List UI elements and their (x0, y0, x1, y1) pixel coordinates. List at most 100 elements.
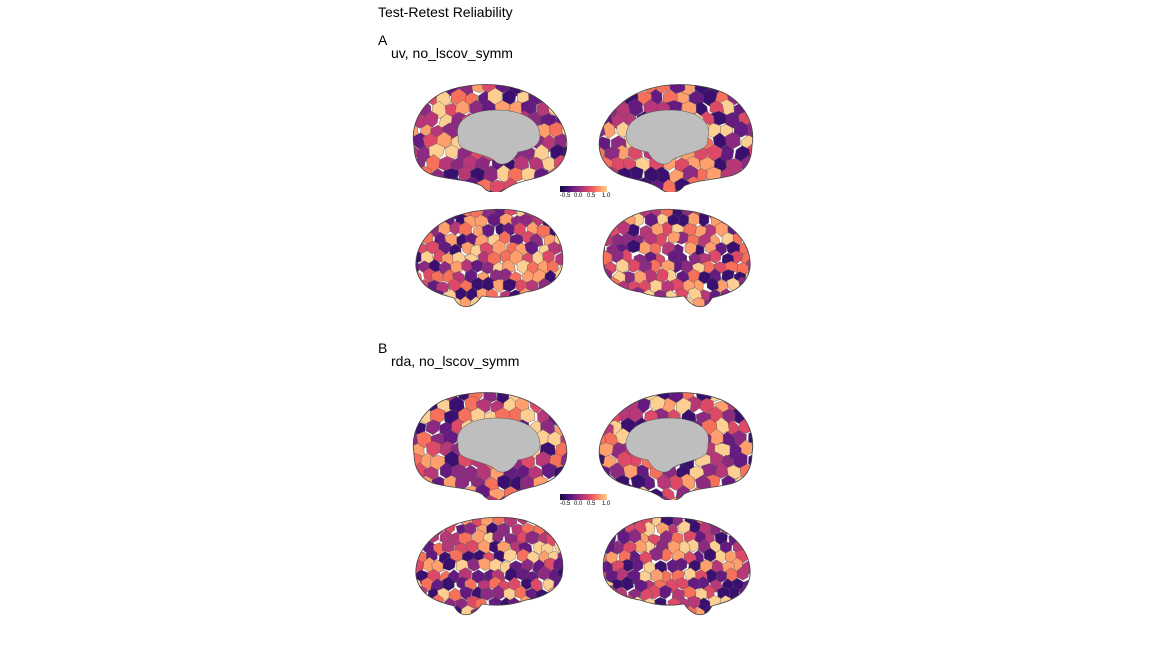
parcel (727, 606, 740, 615)
hemisphere-outline (415, 516, 564, 616)
parcel (599, 474, 604, 491)
parcel (596, 111, 599, 128)
parcel (437, 299, 451, 307)
parcel (557, 388, 570, 392)
parcel (670, 624, 682, 626)
parcel (748, 279, 751, 294)
parcel (437, 209, 451, 220)
parcel (596, 90, 598, 107)
parcel (738, 517, 751, 527)
parcel (621, 613, 636, 615)
colorbar-gradient (560, 494, 607, 500)
parcel (617, 316, 629, 318)
parcel (687, 206, 700, 209)
parcel (410, 269, 413, 283)
parcel (596, 80, 598, 82)
parcel (554, 520, 563, 536)
parcel (557, 209, 563, 220)
parcel (682, 186, 698, 192)
parcel (719, 308, 732, 318)
parcel (705, 188, 721, 192)
parcel (500, 307, 512, 318)
parcel (558, 607, 563, 615)
colorbar-tick: 0.0 (574, 501, 583, 507)
parcel (442, 557, 456, 571)
parcel (701, 306, 714, 307)
parcel (669, 299, 684, 307)
parcel (735, 604, 749, 615)
parcel (415, 588, 417, 604)
parcel (520, 497, 537, 500)
parcel (566, 310, 571, 318)
parcel (548, 623, 560, 627)
parcel (559, 517, 563, 526)
parcel (746, 606, 751, 615)
parcel (596, 418, 597, 433)
parcel (681, 623, 694, 626)
parcel (465, 209, 478, 211)
parcel (499, 206, 511, 207)
parcel (608, 80, 623, 81)
parcel (733, 120, 749, 138)
parcel (546, 392, 563, 405)
parcel (436, 606, 450, 615)
parcel (562, 215, 563, 230)
parcel (621, 176, 636, 192)
parcel (430, 497, 446, 500)
parcel (488, 80, 503, 82)
parcel (413, 475, 420, 494)
parcel (647, 392, 662, 395)
parcel (415, 296, 429, 307)
parcel (676, 80, 690, 82)
parcel (559, 223, 563, 237)
parcel (548, 84, 566, 96)
parcel (443, 168, 460, 185)
parcel (413, 397, 416, 415)
parcel (752, 398, 753, 416)
parcel (543, 206, 556, 209)
figure-title: Test-Retest Reliability (378, 4, 513, 20)
parcel (448, 80, 464, 82)
parcel (603, 524, 604, 538)
parcel (740, 287, 751, 302)
medial-wall (457, 417, 541, 473)
parcel (413, 84, 421, 95)
parcel (596, 399, 598, 415)
parcel (487, 310, 499, 318)
parcel (533, 616, 546, 626)
parcel (625, 608, 640, 615)
parcel (633, 613, 646, 615)
parcel (561, 392, 567, 404)
parcel (415, 209, 418, 220)
parcel (677, 517, 690, 518)
parcel (503, 548, 517, 563)
parcel (459, 295, 472, 307)
parcel (596, 597, 602, 612)
parcel (596, 617, 598, 626)
parcel (726, 209, 740, 218)
parcel (413, 100, 420, 119)
parcel (569, 299, 570, 311)
colorbar-tick: 1.0 (602, 501, 611, 507)
parcel (620, 288, 633, 305)
parcel (568, 605, 570, 619)
parcel (415, 304, 424, 307)
parcel (610, 180, 625, 192)
parcel (504, 606, 519, 615)
parcel (704, 625, 716, 627)
brain-left-lateral-a (410, 206, 570, 318)
parcel (596, 133, 597, 151)
parcel (538, 315, 550, 318)
parcel (565, 206, 571, 208)
parcel (410, 540, 414, 555)
parcel (417, 517, 430, 526)
parcel (603, 530, 610, 547)
parcel (596, 307, 603, 318)
parcel (596, 577, 601, 589)
parcel (449, 316, 462, 318)
parcel (606, 517, 619, 527)
parcel (569, 222, 570, 234)
parcel (748, 209, 751, 220)
parcel (754, 388, 756, 391)
colorbar-tick: -0.5 (560, 501, 571, 507)
